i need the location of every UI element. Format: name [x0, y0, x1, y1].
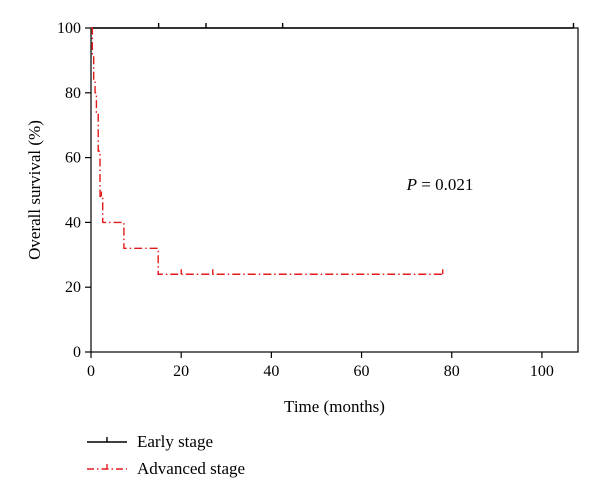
x-axis-title: Time (months) [284, 397, 385, 416]
x-tick-label-0: 0 [87, 363, 95, 380]
y-tick-label-20: 20 [65, 279, 81, 296]
x-tick-label-80: 80 [444, 363, 460, 380]
x-tick-label-40: 40 [263, 363, 279, 380]
plot-frame [90, 27, 579, 353]
series-line-advanced-stage [91, 27, 443, 275]
ticks: 0 20 40 60 80 100 0 20 40 60 80 100 [57, 20, 554, 380]
p-value-letter: P [406, 175, 417, 194]
series-layer [91, 23, 575, 275]
x-tick-label-100: 100 [530, 363, 554, 380]
legend-item-advanced: Advanced stage [85, 455, 245, 482]
axes [90, 27, 579, 353]
x-tick-label-20: 20 [173, 363, 189, 380]
y-tick-label-40: 40 [65, 214, 81, 231]
x-tick-label-60: 60 [354, 363, 370, 380]
y-axis-title: Overall survival (%) [25, 120, 44, 260]
y-tick-label-0: 0 [73, 344, 81, 361]
p-value-annotation: P = 0.021 [406, 175, 474, 194]
legend-label-early: Early stage [137, 431, 213, 451]
legend-item-early: Early stage [85, 428, 245, 455]
legend-label-advanced: Advanced stage [137, 458, 246, 478]
legend-swatch-advanced [87, 463, 127, 470]
y-tick-label-60: 60 [65, 150, 81, 167]
y-tick-label-80: 80 [65, 85, 81, 102]
y-tick-label-100: 100 [57, 20, 81, 37]
legend-swatch-early [87, 436, 127, 443]
p-value-text: = 0.021 [417, 175, 473, 194]
legend: Early stage Advanced stage [85, 428, 245, 482]
